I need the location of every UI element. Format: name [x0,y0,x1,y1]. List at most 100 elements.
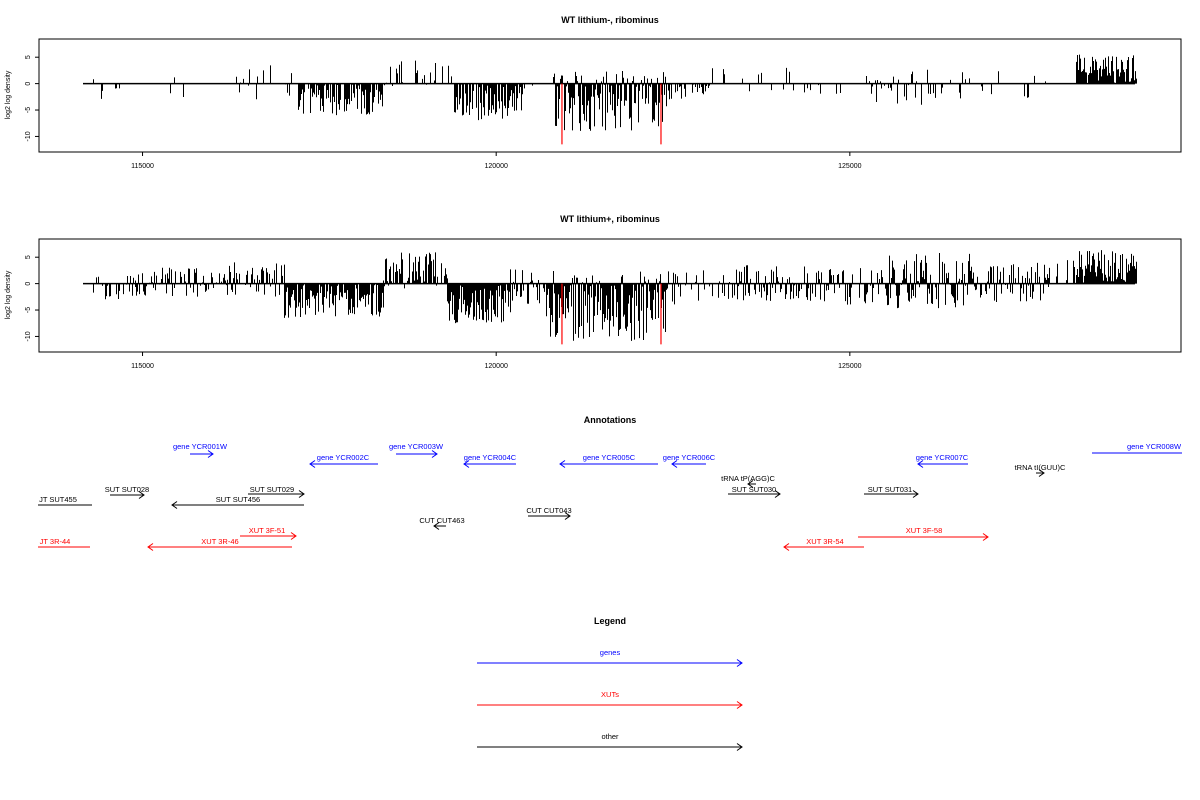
annotation-feature: JT 3R-44 [38,537,90,548]
arrowhead-icon [736,659,743,667]
arrowhead-icon [138,491,145,499]
legend-label: other [601,732,619,741]
arrowhead-icon [171,501,178,509]
arrowhead-icon [433,522,440,530]
annotation-label: JT 3R-44 [40,537,71,546]
top-track-axes: 5 0 -5 -10 115000 120000 125000 [25,55,862,170]
annotation-feature: gene YCR003W [389,442,444,458]
arrowhead-icon [736,701,743,709]
legend-title: Legend [594,616,626,626]
annotation-label: gene YCR007C [916,453,969,462]
top-track-y-axis-label: log2 log density [5,70,12,119]
annotation-label: tRNA tI(GUU)C [1015,463,1066,472]
arrowhead-icon [747,480,754,488]
annotation-feature: gene YCR008W [1092,442,1182,454]
annotation-label: SUT SUT031 [868,485,912,494]
x-tick-label: 115000 [131,163,154,170]
arrowhead-icon [912,490,919,498]
legend-panel: Legend genes XUTs other [477,616,743,751]
annotation-label: XUT 3R-54 [806,537,843,546]
annotation-feature: tRNA tI(GUU)C [1015,463,1066,477]
annotation-feature: gene YCR004C [463,453,517,468]
legend-item-other: other [477,732,743,751]
legend-item-xut: XUTs [477,690,743,709]
y-tick-label: -10 [25,331,32,341]
annotation-label: tRNA tP(AGG)C [721,474,775,483]
annotation-label: XUT 3F-58 [906,526,943,535]
annotation-feature: SUT SUT028 [105,485,149,499]
x-tick-label: 120000 [485,363,508,370]
arrowhead-icon [298,490,305,498]
annotation-feature: CUT CUT463 [419,516,465,530]
annotation-label: XUT 3F-51 [249,526,286,535]
annotation-feature: SUT SUT029 [248,485,305,498]
bottom-track-panel: WT lithium+, ribominus log2 log density … [5,214,1182,370]
annotation-feature: gene YCR005C [559,453,658,468]
annotation-label: gene YCR006C [663,453,716,462]
annotation-feature: gene YCR002C [309,453,378,468]
top-track-panel: WT lithium-, ribominus log2 log density … [5,15,1182,170]
annotation-feature: XUT 3R-54 [783,537,864,551]
annotation-feature: XUT 3F-51 [240,526,297,540]
arrowhead-icon [1038,469,1045,477]
arrowhead-icon [290,532,297,540]
arrowhead-icon [917,460,924,468]
annotation-feature: JT SUT455 [38,495,92,506]
annotation-feature: gene YCR007C [916,453,969,468]
annotation-label: gene YCR001W [173,442,228,451]
arrowhead-icon [309,460,316,468]
annotation-feature: SUT SUT456 [171,495,304,509]
x-tick-label: 125000 [838,163,861,170]
annotation-label: gene YCR008W [1127,442,1182,451]
annotation-feature: SUT SUT031 [864,485,919,498]
annotation-label: SUT SUT030 [732,485,776,494]
bottom-track-bars [83,250,1137,345]
annotation-label: CUT CUT463 [419,516,464,525]
bottom-track-y-axis-label: log2 log density [5,270,12,319]
annotation-label: XUT 3R-46 [201,537,238,546]
arrowhead-icon [671,460,678,468]
annotation-label: gene YCR003W [389,442,444,451]
arrowhead-icon [559,460,566,468]
annotation-feature: gene YCR006C [663,453,716,468]
arrowhead-icon [736,743,743,751]
y-tick-label: -10 [25,131,32,141]
legend-item-gene: genes [477,648,743,667]
y-tick-label: 5 [25,55,32,59]
arrowhead-icon [982,533,989,541]
x-tick-label: 125000 [838,363,861,370]
y-tick-label: -5 [25,107,32,113]
annotation-feature: XUT 3R-46 [147,537,292,551]
y-tick-label: -5 [25,307,32,313]
annotation-features: gene YCR001W gene YCR002C gene YCR003W gene… [38,442,1182,551]
legend-label: genes [600,648,621,657]
annotation-label: JT SUT455 [39,495,77,504]
annotation-feature: gene YCR001W [173,442,228,458]
x-tick-label: 120000 [485,163,508,170]
y-tick-label: 5 [25,255,32,259]
y-tick-label: 0 [25,282,32,286]
annotation-label: gene YCR002C [317,453,370,462]
y-tick-label: 0 [25,82,32,86]
arrowhead-icon [207,450,214,458]
annotations-title: Annotations [584,415,637,425]
top-track-title: WT lithium-, ribominus [561,15,659,25]
legend-label: XUTs [601,690,619,699]
bottom-track-axes: 5 0 -5 -10 115000 120000 125000 [25,255,862,370]
arrowhead-icon [147,543,154,551]
bottom-track-title: WT lithium+, ribominus [560,214,660,224]
annotation-feature: XUT 3F-58 [858,526,989,541]
arrowhead-icon [431,450,438,458]
top-track-frame [38,38,1182,153]
annotation-feature: CUT CUT043 [526,506,572,520]
arrowhead-icon [783,543,790,551]
x-tick-label: 115000 [131,363,154,370]
annotation-label: SUT SUT028 [105,485,149,494]
legend-items: genes XUTs other [477,648,743,751]
bottom-track-frame [38,238,1182,353]
annotation-label: SUT SUT029 [250,485,294,494]
top-track-bars [83,54,1137,145]
annotation-label: CUT CUT043 [526,506,571,515]
